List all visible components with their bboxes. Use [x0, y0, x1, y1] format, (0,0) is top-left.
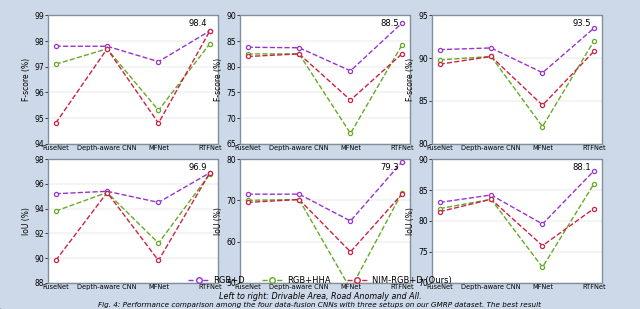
Text: Left to right: Drivable Area, Road Anomaly and All.: Left to right: Drivable Area, Road Anoma… [219, 292, 421, 301]
Bar [432, 159, 602, 283]
Bar [48, 15, 218, 144]
Text: Fig. 4: Performance comparison among the four data-fusion CNNs with three setups: Fig. 4: Performance comparison among the… [99, 302, 541, 308]
Y-axis label: F-score (%): F-score (%) [22, 58, 31, 101]
Bar [240, 159, 410, 283]
Y-axis label: IoU (%): IoU (%) [406, 207, 415, 235]
Bar [432, 15, 602, 144]
Y-axis label: IoU (%): IoU (%) [22, 207, 31, 235]
Text: 79.3: 79.3 [381, 163, 399, 172]
Legend: RGB+D, RGB+HHA, NIM-RGB+D (Ours): RGB+D, RGB+HHA, NIM-RGB+D (Ours) [185, 272, 455, 288]
Text: 93.5: 93.5 [573, 19, 591, 28]
Text: 88.5: 88.5 [381, 19, 399, 28]
Text: 88.1: 88.1 [573, 163, 591, 172]
Y-axis label: IoU (%): IoU (%) [214, 207, 223, 235]
Bar [48, 159, 218, 283]
Bar [240, 15, 410, 144]
Text: 98.4: 98.4 [189, 19, 207, 28]
Y-axis label: F-score (%): F-score (%) [406, 58, 415, 101]
Y-axis label: F-score (%): F-score (%) [214, 58, 223, 101]
Text: 96.9: 96.9 [189, 163, 207, 172]
